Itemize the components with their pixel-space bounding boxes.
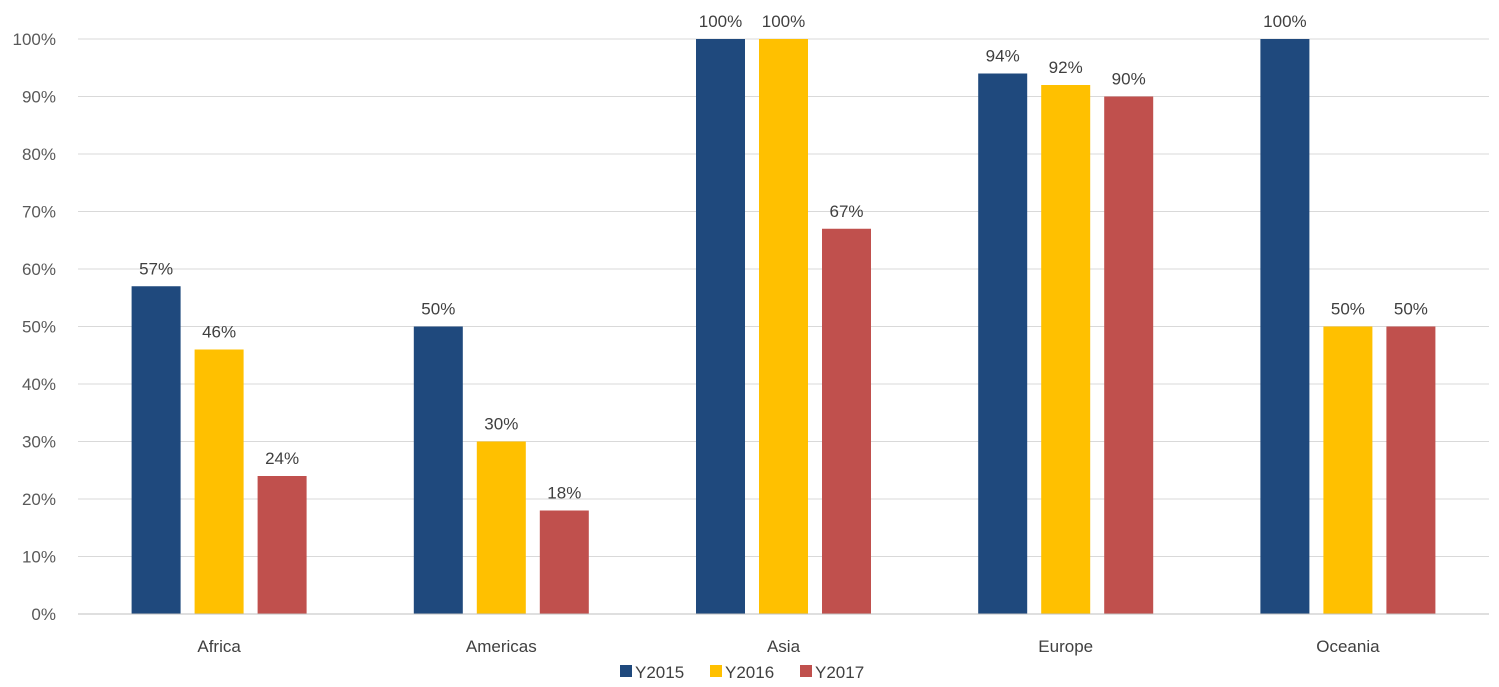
data-label-africa-y2017: 24% <box>265 449 299 468</box>
data-label-americas-y2016: 30% <box>484 415 518 434</box>
data-label-oceania-y2017: 50% <box>1394 300 1428 319</box>
data-label-asia-y2017: 67% <box>829 202 863 221</box>
category-label-americas: Americas <box>466 637 537 656</box>
y-tick-label: 100% <box>13 30 56 49</box>
y-tick-label: 30% <box>22 433 56 452</box>
bar-americas-y2016 <box>476 441 526 614</box>
data-label-europe-y2016: 92% <box>1049 58 1083 77</box>
legend-swatch-y2016 <box>710 665 722 677</box>
category-label-europe: Europe <box>1038 637 1093 656</box>
legend-label-y2015: Y2015 <box>635 663 684 682</box>
bar-americas-y2015 <box>413 326 463 614</box>
bar-asia-y2017 <box>822 228 871 614</box>
legend-label-y2017: Y2017 <box>815 663 864 682</box>
y-axis: 0% 10% 20% 30% 40% 50% 60% 70% 80% 90% 100% <box>13 30 56 624</box>
y-tick-label: 40% <box>22 375 56 394</box>
bar-europe-y2017 <box>1104 96 1154 614</box>
legend-swatch-y2017 <box>800 665 812 677</box>
bar-asia-y2016 <box>759 39 808 614</box>
y-tick-label: 10% <box>22 548 56 567</box>
category-label-oceania: Oceania <box>1316 637 1380 656</box>
y-tick-label: 70% <box>22 203 56 222</box>
bar-oceania-y2015 <box>1260 39 1310 614</box>
legend: Y2015 Y2016 Y2017 <box>620 663 864 682</box>
category-label-asia: Asia <box>767 637 801 656</box>
legend-swatch-y2015 <box>620 665 632 677</box>
data-label-asia-y2016: 100% <box>762 12 805 31</box>
data-label-americas-y2017: 18% <box>547 484 581 503</box>
data-label-europe-y2017: 90% <box>1112 70 1146 89</box>
bar-europe-y2015 <box>978 73 1028 614</box>
bar-africa-y2016 <box>194 349 244 614</box>
x-axis: Africa Americas Asia Europe Oceania <box>78 613 1489 656</box>
y-tick-label: 60% <box>22 260 56 279</box>
bar-africa-y2015 <box>131 286 181 614</box>
data-label-africa-y2015: 57% <box>139 259 173 278</box>
y-tick-label: 50% <box>22 318 56 337</box>
bar-oceania-y2017 <box>1386 326 1436 614</box>
bar-europe-y2016 <box>1041 85 1091 614</box>
data-label-oceania-y2015: 100% <box>1263 12 1306 31</box>
y-tick-label: 0% <box>31 605 56 624</box>
category-label-africa: Africa <box>197 637 241 656</box>
data-label-americas-y2015: 50% <box>421 300 455 319</box>
data-labels: 57% 46% 24% 50% 30% 18% 100% 100% 67% 94% 92% 90% 10… <box>139 12 1428 503</box>
data-label-africa-y2016: 46% <box>202 323 236 342</box>
y-tick-label: 90% <box>22 88 56 107</box>
bar-africa-y2017 <box>257 476 307 614</box>
bar-asia-y2015 <box>696 39 745 614</box>
bar-oceania-y2016 <box>1323 326 1373 614</box>
data-label-europe-y2015: 94% <box>986 47 1020 66</box>
data-label-oceania-y2016: 50% <box>1331 300 1365 319</box>
data-label-asia-y2015: 100% <box>699 12 742 31</box>
legend-label-y2016: Y2016 <box>725 663 774 682</box>
bar-americas-y2017 <box>539 510 589 614</box>
bars <box>131 39 1436 614</box>
y-tick-label: 80% <box>22 145 56 164</box>
y-tick-label: 20% <box>22 490 56 509</box>
